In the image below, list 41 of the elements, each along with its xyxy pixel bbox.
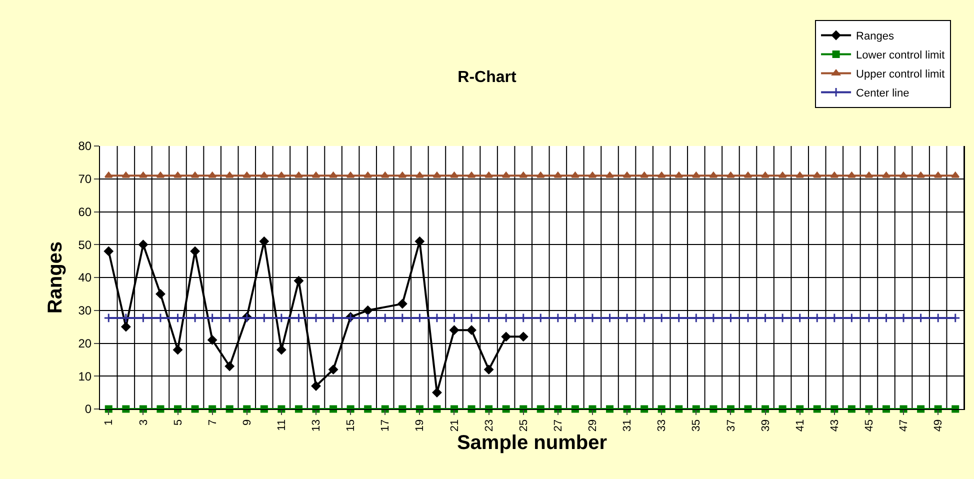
x-tick-label: 31: [622, 419, 634, 432]
y-tick-label: 50: [78, 238, 92, 252]
x-tick-label: 17: [380, 419, 392, 432]
y-tick-label: 0: [84, 402, 92, 416]
x-tick-label: 21: [448, 419, 461, 432]
y-tick-label: 70: [78, 172, 92, 186]
y-tick-label: 60: [78, 204, 92, 219]
y-tick-label: 20: [78, 336, 92, 350]
x-tick-label: 39: [760, 419, 772, 432]
x-tick-label: 23: [483, 419, 496, 432]
y-tick-label: 30: [78, 304, 92, 318]
x-tick-label: 7: [206, 419, 219, 426]
y-axis-title: Ranges: [44, 241, 67, 314]
chart-title: R-Chart: [458, 69, 517, 86]
x-tick-label: 49: [932, 419, 945, 432]
x-tick-label: 11: [276, 419, 288, 431]
y-tick-label: 10: [78, 369, 92, 384]
x-tick-label: 35: [690, 419, 703, 432]
x-tick-label: 27: [552, 419, 564, 432]
x-tick-label: 3: [138, 419, 150, 426]
x-tick-label: 25: [518, 419, 530, 432]
x-tick-label: 15: [345, 419, 358, 432]
x-tick-label: 43: [828, 419, 841, 432]
x-axis-title: Sample number: [456, 432, 608, 454]
y-tick-label: 80: [78, 139, 92, 154]
legend-label: Lower control limit: [856, 50, 945, 62]
x-tick-label: 1: [103, 419, 116, 426]
legend-label: Center line: [856, 88, 910, 100]
x-tick-label: 29: [587, 419, 600, 432]
x-tick-label: 37: [725, 419, 738, 432]
x-tick-label: 9: [241, 419, 254, 426]
legend-label: Ranges: [856, 30, 894, 43]
x-tick-label: 47: [898, 419, 910, 432]
x-tick-label: 33: [656, 419, 668, 432]
legend-label: Upper control limit: [856, 68, 945, 81]
x-tick-label: 41: [794, 419, 806, 432]
x-tick-label: 19: [414, 419, 426, 432]
y-tick-label: 40: [78, 270, 92, 285]
x-tick-label: 13: [310, 419, 323, 432]
x-tick-label: 5: [172, 419, 184, 426]
x-tick-label: 45: [864, 419, 876, 432]
